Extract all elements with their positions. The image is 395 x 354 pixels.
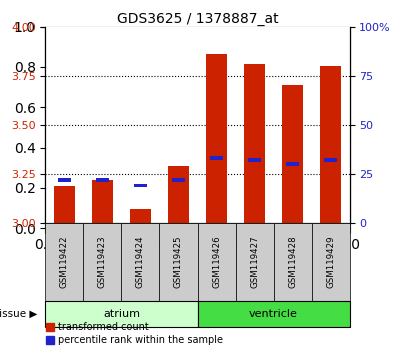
Bar <box>45 301 198 327</box>
Bar <box>312 223 350 301</box>
Text: GSM119426: GSM119426 <box>212 236 221 288</box>
Bar <box>210 156 223 160</box>
Bar <box>92 180 113 223</box>
Bar <box>134 184 147 188</box>
Text: atrium: atrium <box>103 309 140 319</box>
Text: GSM119422: GSM119422 <box>60 236 69 288</box>
Text: tissue ▶: tissue ▶ <box>0 309 38 319</box>
Bar <box>172 178 185 182</box>
Bar <box>235 223 274 301</box>
Text: ventricle: ventricle <box>249 309 298 319</box>
Bar <box>286 162 299 166</box>
Text: GSM119427: GSM119427 <box>250 236 259 288</box>
Bar <box>160 223 198 301</box>
Bar <box>282 85 303 223</box>
Bar <box>83 223 122 301</box>
Bar <box>130 209 151 223</box>
Bar <box>244 64 265 223</box>
Bar <box>324 158 337 162</box>
Bar <box>206 54 227 223</box>
Bar <box>122 223 160 301</box>
Bar <box>273 223 312 301</box>
Text: GSM119428: GSM119428 <box>288 236 297 288</box>
Bar <box>54 186 75 223</box>
Text: GSM119424: GSM119424 <box>136 236 145 288</box>
Text: GSM119425: GSM119425 <box>174 236 183 288</box>
Bar <box>198 223 235 301</box>
Title: GDS3625 / 1378887_at: GDS3625 / 1378887_at <box>117 12 278 25</box>
Bar <box>198 301 350 327</box>
Text: GSM119429: GSM119429 <box>326 236 335 288</box>
Text: GSM119423: GSM119423 <box>98 236 107 288</box>
Bar <box>248 158 261 162</box>
Legend: transformed count, percentile rank within the sample: transformed count, percentile rank withi… <box>42 319 227 349</box>
Bar <box>45 223 83 301</box>
Bar <box>96 178 109 182</box>
Bar <box>58 178 71 182</box>
Bar <box>320 66 341 223</box>
Bar <box>168 166 189 223</box>
